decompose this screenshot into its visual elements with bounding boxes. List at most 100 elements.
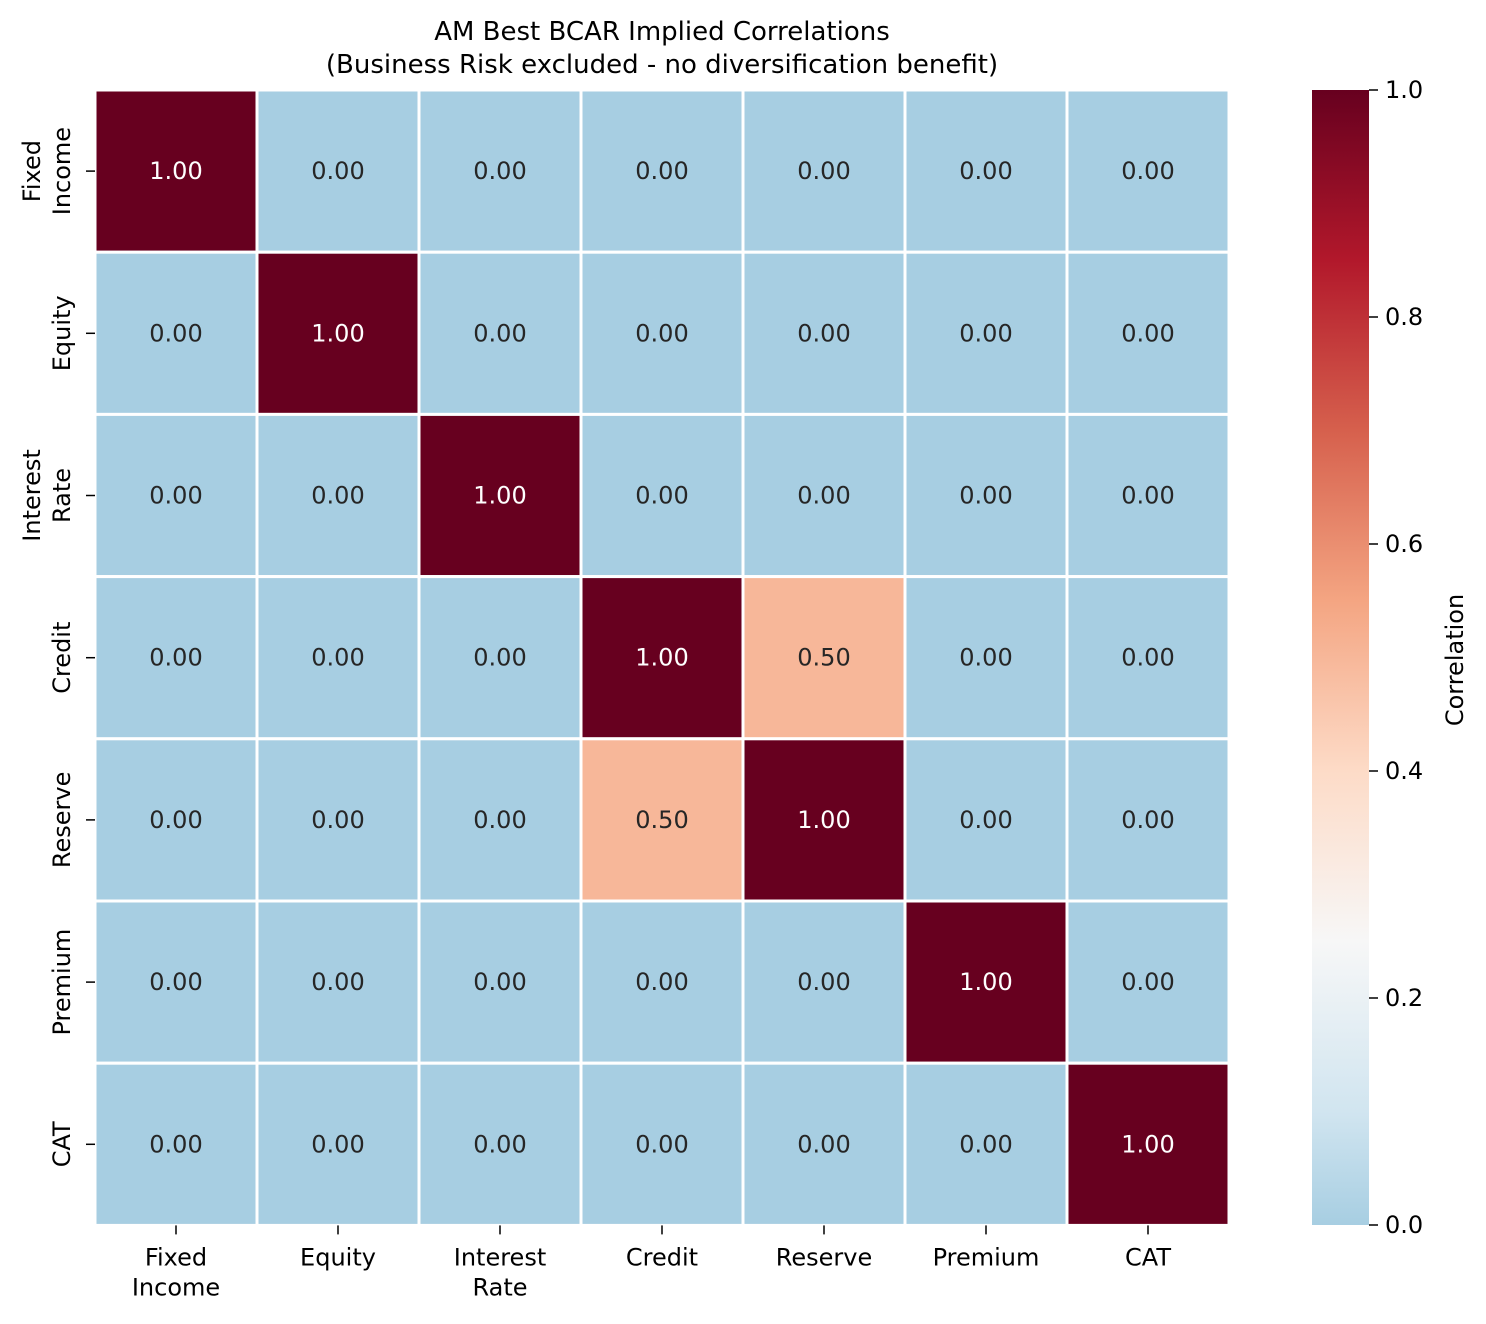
cell-value-label: 0.00	[473, 1130, 526, 1158]
heatmap-cell	[417, 412, 583, 579]
cell-value-label: 0.00	[1121, 644, 1174, 672]
heatmap-cell	[579, 1061, 745, 1227]
x-tick-label: CAT	[1125, 1243, 1171, 1271]
cell-value-label: 0.00	[797, 319, 850, 347]
cell-value-label: 1.00	[959, 968, 1012, 996]
cell-value-label: 0.00	[149, 1130, 202, 1158]
heatmap-cell	[255, 575, 421, 741]
heatmap-cell	[93, 575, 259, 741]
cell-value-label: 0.00	[311, 482, 364, 510]
heatmap-cell	[417, 737, 583, 903]
y-tick-label: Premium	[48, 929, 76, 1036]
cell-value-label: 0.00	[635, 1130, 688, 1158]
cell-value-label: 0.00	[959, 319, 1012, 347]
cell-value-label: 0.00	[1121, 319, 1174, 347]
y-tick-label: FixedIncome	[18, 127, 76, 215]
heatmap-cell	[741, 412, 907, 579]
heatmap-cell	[1065, 899, 1231, 1065]
cell-value-label: 0.00	[797, 482, 850, 510]
cell-value-label: 0.00	[959, 482, 1012, 510]
cell-value-label: 1.00	[311, 319, 364, 347]
cell-value-label: 0.00	[149, 806, 202, 834]
x-axis: Fixed Income Equity Interest Rate Credit Reser…	[132, 1225, 1171, 1301]
cell-value-label: 0.00	[1121, 806, 1174, 834]
cell-value-label: 0.00	[635, 319, 688, 347]
cell-value-label: 0.00	[311, 644, 364, 672]
y-tick-label: Credit	[48, 622, 76, 694]
cell-value-label: 0.00	[1121, 968, 1174, 996]
cell-value-label: 0.00	[311, 806, 364, 834]
x-tick-label: Equity	[300, 1243, 376, 1271]
y-tick-label: Equity	[48, 295, 76, 371]
heatmap-cell	[417, 250, 583, 416]
heatmap-cell	[417, 88, 583, 254]
x-tick-label: Premium	[933, 1243, 1040, 1271]
heatmap-cell	[903, 88, 1069, 254]
heatmap-cell	[1065, 1061, 1231, 1227]
cell-value-label: 0.00	[635, 482, 688, 510]
cell-value-label: 0.00	[149, 482, 202, 510]
cell-value-label: 0.00	[1121, 482, 1174, 510]
cell-value-label: 0.00	[311, 968, 364, 996]
heatmap-cell	[93, 737, 259, 903]
cell-value-label: 0.00	[311, 157, 364, 185]
heatmap-cell	[903, 1061, 1069, 1227]
colorbar-tick-label: 0.6	[1385, 530, 1423, 558]
x-tick-label: Credit	[626, 1243, 698, 1271]
heatmap-cell	[1065, 250, 1231, 416]
x-tick-label: Reserve	[776, 1243, 872, 1271]
heatmap-cell	[417, 1061, 583, 1227]
colorbar-tick-label: 0.8	[1385, 303, 1423, 331]
heatmap-cell	[1065, 575, 1231, 741]
y-axis: FixedIncome Equity InterestRate Credit Reser…	[18, 127, 95, 1167]
cell-value-label: 0.00	[473, 319, 526, 347]
cell-value-label: 0.00	[311, 1130, 364, 1158]
cell-value-label: 0.00	[473, 968, 526, 996]
cell-value-label: 0.00	[959, 157, 1012, 185]
chart-title: AM Best BCAR Implied Correlations	[434, 17, 890, 47]
cell-value-label: 0.00	[635, 157, 688, 185]
cell-value-label: 1.00	[797, 806, 850, 834]
cell-value-label: 1.00	[635, 644, 688, 672]
heatmap-cell	[741, 899, 907, 1065]
colorbar-ticks: 0.0 0.2 0.4 0.6 0.8 1.0	[1369, 76, 1423, 1239]
heatmap-cell	[741, 250, 907, 416]
cell-value-label: 0.00	[797, 157, 850, 185]
cell-value-label: 0.50	[797, 644, 850, 672]
heatmap-cell	[1065, 412, 1231, 579]
cell-value-label: 0.00	[797, 1130, 850, 1158]
colorbar-tick-label: 1.0	[1385, 76, 1423, 104]
cell-value-label: 0.00	[1121, 157, 1174, 185]
y-tick-label: CAT	[48, 1121, 76, 1167]
heatmap-cell	[255, 412, 421, 579]
cell-value-label: 0.00	[473, 806, 526, 834]
heatmap-cell	[903, 412, 1069, 579]
cell-value-label: 0.00	[473, 644, 526, 672]
colorbar	[1312, 90, 1369, 1225]
heatmap-cells	[93, 88, 1231, 1227]
y-tick-label: InterestRate	[18, 449, 76, 541]
heatmap-cell	[579, 575, 745, 741]
heatmap-cell	[93, 88, 259, 254]
heatmap-cell	[579, 412, 745, 579]
cell-value-label: 1.00	[149, 157, 202, 185]
cell-value-label: 0.50	[635, 806, 688, 834]
heatmap-cell	[93, 1061, 259, 1227]
heatmap-cell	[93, 899, 259, 1065]
y-tick-label: Reserve	[48, 772, 76, 868]
heatmap-annotations: 1.00 0.00 0.00 0.00 0.00 0.00 0.00 0.00 1.00 0.00…	[149, 157, 1174, 1158]
heatmap-cell	[255, 899, 421, 1065]
cell-value-label: 0.00	[959, 1130, 1012, 1158]
cell-value-label: 1.00	[473, 482, 526, 510]
cell-value-label: 0.00	[149, 644, 202, 672]
x-tick-label: Interest Rate	[454, 1243, 546, 1301]
heatmap-cell	[903, 575, 1069, 741]
colorbar-label: Correlation	[1441, 594, 1469, 726]
colorbar-tick-label: 0.0	[1385, 1211, 1423, 1239]
chart-subtitle: (Business Risk excluded - no diversifica…	[326, 50, 998, 80]
x-tick-label: Fixed Income	[132, 1243, 220, 1301]
cell-value-label: 1.00	[1121, 1130, 1174, 1158]
colorbar-tick-label: 0.4	[1385, 757, 1423, 785]
